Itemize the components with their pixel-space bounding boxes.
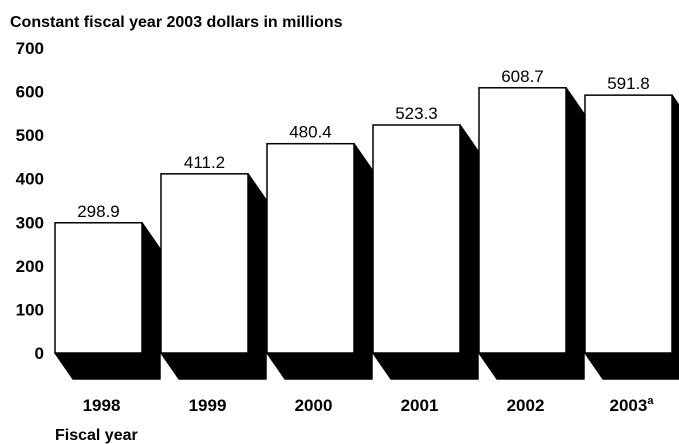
- x-tick-text: 1999: [189, 396, 227, 415]
- y-tick-label: 200: [16, 257, 44, 276]
- x-tick-label: 2003a: [610, 395, 655, 415]
- bar: [584, 94, 673, 354]
- bar: [478, 87, 567, 354]
- y-tick-label: 700: [16, 39, 44, 58]
- bar: [160, 173, 249, 354]
- bar-value-label: 523.3: [395, 104, 438, 123]
- bar-group: 480.4: [266, 123, 373, 380]
- bar-value-label: 608.7: [501, 67, 544, 86]
- y-tick-label: 500: [16, 126, 44, 145]
- x-tick-text: 2002: [507, 396, 545, 415]
- bar: [266, 142, 355, 354]
- y-axis-ticks: 0 100 200 300 400 500 600 700: [16, 39, 44, 363]
- bar-group: 523.3: [372, 104, 479, 380]
- x-tick-text: 1998: [83, 396, 121, 415]
- x-tick-label: 2000: [295, 396, 333, 415]
- bar-value-label: 591.8: [607, 74, 650, 93]
- footnote-marker: a: [647, 395, 654, 407]
- bar-group: 591.8: [584, 74, 679, 380]
- x-tick-text: 2003: [610, 396, 648, 415]
- bar-group: 298.9: [54, 202, 161, 380]
- bar-value-label: 411.2: [184, 153, 225, 172]
- bars: 591.8 608.7 523.3 480.4 411.2 298.9: [54, 67, 679, 380]
- bar-group: 608.7: [478, 67, 585, 380]
- bar-group: 411.2: [160, 153, 267, 380]
- bar: [372, 124, 461, 354]
- x-tick-label: 2002: [507, 396, 545, 415]
- x-axis-ticks: 1998 1999 2000 2001 2002 2003a: [83, 395, 655, 415]
- y-tick-label: 0: [35, 344, 44, 363]
- bar-value-label: 298.9: [77, 202, 120, 221]
- y-axis-title: Constant fiscal year 2003 dollars in mil…: [10, 14, 343, 31]
- x-tick-label: 2001: [401, 396, 439, 415]
- y-tick-label: 400: [16, 170, 44, 189]
- y-tick-label: 100: [16, 300, 44, 319]
- x-tick-text: 2001: [401, 396, 439, 415]
- x-tick-label: 1999: [189, 396, 227, 415]
- bar-value-label: 480.4: [289, 123, 332, 142]
- x-axis-title: Fiscal year: [55, 427, 138, 444]
- y-tick-label: 600: [16, 83, 44, 102]
- bar: [54, 222, 143, 354]
- x-tick-label: 1998: [83, 396, 121, 415]
- y-tick-label: 300: [16, 213, 44, 232]
- x-tick-text: 2000: [295, 396, 333, 415]
